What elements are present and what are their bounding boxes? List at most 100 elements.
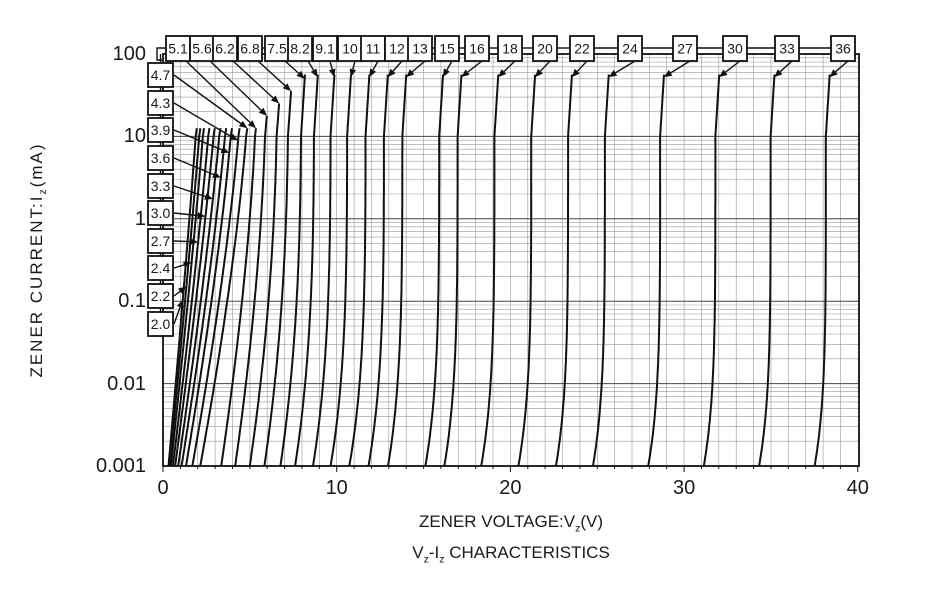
curve-label-box-12: 12 [384,35,410,62]
curve-label-text: 5.6 [192,41,212,57]
callout-arrowhead-icon [369,68,377,78]
curve-label-box-22: 22 [569,35,595,62]
curve-label-text: 3.6 [151,150,171,166]
y-axis-title: ZENER CURRENT:Iz(mA) [26,142,50,378]
curve-label-box-4.3: 4.3 [147,90,174,116]
curve-label-box-3.3: 3.3 [147,173,174,199]
callout-arrow-line-11 [372,60,379,71]
curve-vz-36 [813,74,831,467]
callout-arrow-line-30 [724,60,741,73]
callout-arrowhead-icon [406,69,415,78]
callout-arrowhead-icon [258,107,267,116]
curve-label-box-8.2: 8.2 [287,35,313,62]
callout-arrow-line-2.4 [173,264,185,269]
y-tick-label: 0.001 [95,455,146,477]
curve-label-text: 3.9 [151,122,171,138]
callout-arrowhead-icon [535,68,543,78]
callout-arrow-line-27 [670,60,691,74]
curve-vz-6.2 [248,103,281,467]
curve-label-box-24: 24 [617,35,643,62]
callout-arrow-line-3.6 [173,157,214,176]
y-tick-label: 100 [112,43,146,65]
curve-vz-11 [348,74,371,467]
callout-arrow-line-12 [392,60,403,72]
callout-arrow-line-36 [835,60,849,73]
callout-arrowhead-icon [212,171,221,178]
callout-arrowhead-icon [296,70,305,79]
label-box-connector [156,47,166,61]
curve-vz-16 [443,74,463,467]
curve-label-box-2.0: 2.0 [147,311,174,337]
curve-label-text: 30 [727,41,743,57]
curve-label-text: 16 [469,41,485,57]
curve-label-box-6.8: 6.8 [237,35,263,62]
curve-vz-15 [424,74,444,467]
callout-arrow-line-6.2 [232,60,274,99]
callout-arrowhead-icon [270,95,280,104]
curve-label-box-13: 13 [407,35,433,62]
callout-arrowhead-icon [238,120,248,129]
callout-arrow-line-18 [503,60,516,73]
curve-label-text: 6.2 [215,41,235,57]
callout-arrowhead-icon [774,69,783,78]
curve-label-box-3.0: 3.0 [147,200,174,226]
callout-arrow-line-15 [446,60,453,71]
callout-arrowhead-icon [282,83,291,92]
callout-arrow-line-24 [615,60,636,74]
curve-label-box-30: 30 [722,35,748,62]
curve-vz-24 [592,74,610,467]
curve-label-text: 2.2 [151,288,171,304]
curve-vz-3.0 [174,128,216,467]
callout-arrow-line-4.3 [173,102,232,138]
callout-arrowhead-icon [220,146,230,153]
curve-label-text: 20 [537,41,553,57]
curve-label-text: 2.4 [151,260,171,276]
y-tick-label: 0.1 [118,290,146,313]
curve-label-text: 4.3 [151,95,171,111]
curve-label-box-18: 18 [497,35,523,62]
curve-label-text: 18 [502,41,518,57]
curve-vz-18 [480,74,500,467]
curve-vz-2.0 [167,128,198,467]
curve-vz-5.6 [234,115,268,467]
curve-vz-2.7 [171,128,211,467]
curve-label-box-10: 10 [337,35,363,62]
y-tick-label: 0.01 [107,372,146,395]
callout-arrow-line-22 [576,60,588,72]
callout-arrowhead-icon [571,68,580,78]
curve-label-box-6.2: 6.2 [212,35,238,62]
callout-arrowhead-icon [461,69,470,78]
callout-arrow-line-2.0 [173,306,181,325]
callout-arrowhead-icon [349,68,357,78]
curve-vz-5.1 [220,128,257,467]
curve-label-text: 10 [342,41,358,57]
curve-label-text: 3.0 [151,205,171,221]
curve-label-text: 36 [835,41,851,57]
curve-label-box-5.6: 5.6 [189,35,215,62]
curve-vz-12 [367,74,389,467]
callout-arrow-line-5.1 [185,60,251,124]
callout-arrow-line-9.1 [329,60,333,70]
curve-vz-8.2 [294,74,319,467]
curve-vz-3.3 [177,128,222,467]
curve-label-box-3.9: 3.9 [147,117,174,143]
curve-label-box-7.5: 7.5 [264,35,290,62]
x-axis-title: ZENER VOLTAGE:Vz(V) [418,512,604,535]
curve-label-text: 7.5 [267,41,287,57]
callout-arrow-line-16 [467,60,483,73]
curve-label-text: 13 [412,41,428,57]
callout-arrow-line-33 [779,60,793,73]
x-tick-label: 10 [325,477,348,499]
curve-vz-3.6 [180,128,228,467]
curve-label-text: 27 [677,41,693,57]
curve-vz-33 [758,74,776,467]
callout-arrow-line-20 [539,60,551,72]
curve-label-box-4.7: 4.7 [147,62,174,88]
chart-title: Vz-Iz CHARACTERISTICS [412,543,610,566]
curve-label-box-2.2: 2.2 [147,283,174,309]
curve-label-box-2.7: 2.7 [147,228,174,254]
callout-arrow-line-3.9 [173,129,223,151]
curve-label-text: 33 [779,41,795,57]
callout-arrowhead-icon [229,133,239,141]
